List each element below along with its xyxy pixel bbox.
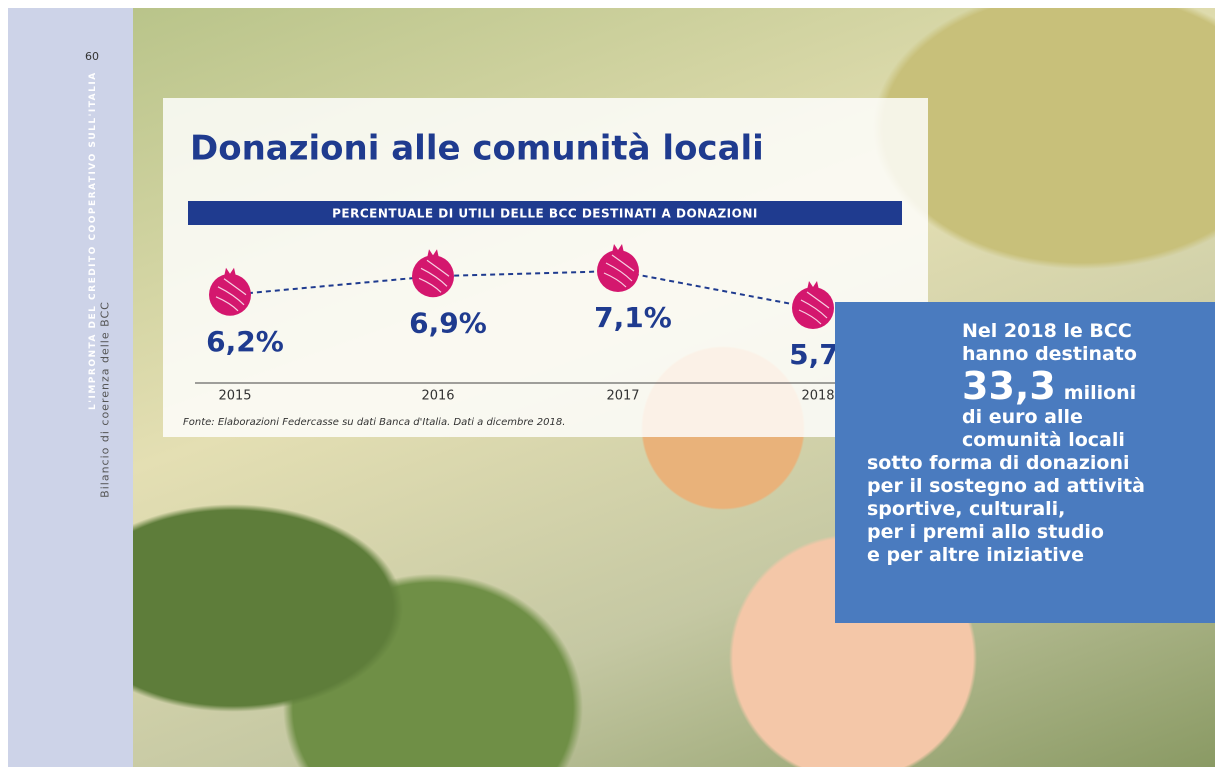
source-note: Fonte: Elaborazioni Federcasse su dati B… xyxy=(183,417,565,428)
trend-line xyxy=(229,269,814,309)
callout-line: comunità locali xyxy=(962,429,1125,451)
callout-line: e per altre iniziative xyxy=(867,544,1085,566)
callout-line: sportive, culturali, xyxy=(867,498,1066,520)
marker-body xyxy=(597,250,639,292)
x-tick-label: 2018 xyxy=(801,389,834,404)
chart-panel xyxy=(163,98,928,437)
pomegranate-marker xyxy=(209,267,251,316)
marker-body xyxy=(412,255,454,298)
marker-body xyxy=(209,273,251,316)
chart-subtitle: PERCENTUALE DI UTILI DELLE BCC DESTINATI… xyxy=(332,207,758,221)
callout-amount: 33,3 xyxy=(962,364,1056,408)
marker-seeds xyxy=(603,254,635,288)
subtitle-bar xyxy=(188,201,902,225)
callout-text: Nel 2018 le BCC hanno destinato 33,3 milion… xyxy=(867,320,1145,567)
callout-box: Nel 2018 le BCC hanno destinato 33,3 milion… xyxy=(835,302,1215,623)
callout-line: per i premi allo studio xyxy=(867,521,1104,543)
pomegranate-marker xyxy=(792,281,834,329)
callout-line: hanno destinato xyxy=(962,343,1137,365)
page-number: 60 xyxy=(85,50,99,63)
value-label: 6,9% xyxy=(409,306,487,339)
marker-seeds xyxy=(798,291,830,325)
marker-seeds xyxy=(215,278,247,312)
callout-line: di euro alle xyxy=(962,406,1083,428)
pomegranate-marker xyxy=(597,244,639,292)
x-tick-label: 2016 xyxy=(421,389,454,404)
callout-line: Nel 2018 le BCC xyxy=(962,320,1132,342)
marker-body xyxy=(792,287,834,329)
callout-amount-unit: milioni xyxy=(1063,382,1137,404)
callout-line: sotto forma di donazioni xyxy=(867,452,1130,474)
callout-amount-row: 33,3 milioni xyxy=(962,366,1145,406)
callout-line: per il sostegno ad attività xyxy=(867,475,1145,497)
value-label: 6,2% xyxy=(206,325,284,358)
x-tick-label: 2017 xyxy=(606,389,639,404)
pomegranate-marker xyxy=(412,249,454,298)
x-tick-label: 2015 xyxy=(218,389,251,404)
value-label: 7,1% xyxy=(594,301,672,334)
sidebar xyxy=(8,8,133,767)
marker-seeds xyxy=(418,259,450,293)
chart-title: Donazioni alle comunità locali xyxy=(190,129,764,169)
